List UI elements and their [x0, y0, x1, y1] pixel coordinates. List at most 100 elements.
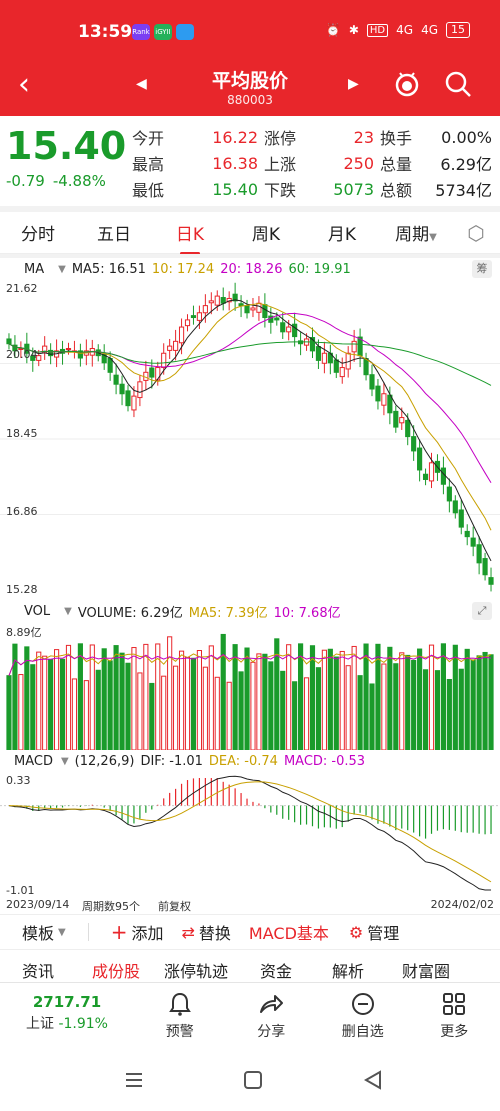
volume-bar [214, 676, 220, 751]
candle-body [369, 374, 375, 390]
start-date: 2023/09/14 [6, 898, 70, 911]
status-app-rank-icon: Rank [132, 24, 150, 40]
vol-dropdown-icon[interactable]: ▼ [64, 605, 72, 617]
volume-bar [59, 658, 66, 751]
candle-body [220, 297, 226, 304]
signal-1-label: 4G [396, 23, 414, 37]
nav-alert-label: 预警 [165, 1024, 194, 1040]
candle-body [101, 353, 107, 364]
volume-bar [71, 678, 78, 751]
tab-daily-k[interactable]: 日K [152, 220, 228, 255]
candle-body [470, 537, 476, 547]
quote-value: 250 [343, 153, 374, 173]
index-pct: -1.91% [58, 1016, 108, 1032]
tab-five-day[interactable]: 五日 [97, 225, 131, 245]
add-label: 添加 [131, 924, 164, 943]
back-icon[interactable]: ‹ [18, 67, 30, 102]
subtab-limit-up-track[interactable]: 涨停轨迹 [164, 962, 229, 981]
tab-monthly-k[interactable]: 月K [327, 225, 357, 245]
swap-icon: ⇄ [181, 922, 195, 942]
candle-body [196, 312, 202, 321]
ma20-value: 20: 18.26 [220, 261, 283, 277]
quote-value: 15.40 [212, 179, 258, 199]
candle-body [452, 500, 458, 514]
expand-icon[interactable]: ⤢ [472, 602, 492, 620]
tab-intraday[interactable]: 分时 [21, 225, 55, 245]
candle-body [232, 293, 238, 302]
candlestick-chart[interactable]: 21.62 20.04 18.45 16.86 15.28 [0, 280, 500, 598]
volume-bar [434, 670, 441, 751]
subtab-news[interactable]: 资讯 [22, 962, 55, 981]
candle-body [256, 302, 262, 313]
info-subtabs: 资讯 成份股 涨停轨迹 资金 解析 财富圈 [0, 958, 500, 982]
header: ‹ ◀ 平均股价 880003 ▶ [0, 60, 500, 116]
ma-dropdown-icon[interactable]: ▼ [58, 263, 66, 275]
candle-body [417, 447, 423, 471]
macd-dropdown-icon[interactable]: ▼ [60, 755, 69, 767]
index-widget[interactable]: 2717.71 上证 -1.91% [0, 983, 134, 1044]
volume-bar [42, 655, 48, 751]
volume-bar [190, 657, 197, 751]
prev-stock-icon[interactable]: ◀ [136, 76, 147, 92]
replace-indicator-button[interactable]: ⇄ 替换 [182, 920, 231, 944]
volume-bar [65, 644, 72, 751]
vol-legend: VOL ▼ VOLUME: 6.29亿 MA5: 7.39亿 10: 7.68亿… [0, 600, 500, 622]
volume-bar [268, 661, 274, 751]
add-indicator-button[interactable]: + 添加 [111, 920, 164, 944]
ma-legend: MA ▼ MA5: 16.51 10: 17.24 20: 18.26 60: … [0, 258, 500, 280]
manage-button[interactable]: ⚙ 管理 [349, 920, 399, 944]
macd-dif-line [8, 775, 492, 891]
back-nav-icon[interactable] [363, 1070, 381, 1090]
vol-ma5-value: MA5: 7.39亿 [188, 605, 268, 621]
subtab-analysis[interactable]: 解析 [332, 962, 365, 981]
volume-bar [428, 644, 435, 751]
search-icon[interactable] [444, 70, 472, 98]
tab-period-label: 周期 [395, 225, 430, 245]
status-right: ⏰ ✱ HD 4G 4G 15 [326, 22, 470, 38]
quote-value: 16.22 [212, 127, 258, 147]
quote-label: 总额 [380, 181, 413, 200]
indicator-toolbar: 模板 ▼ + 添加 ⇄ 替换 MACD基本 ⚙ 管理 [0, 914, 500, 950]
signal-2-label: 4G [421, 23, 438, 37]
quote-label: 涨停 [264, 129, 297, 148]
nav-share[interactable]: 分享 [226, 983, 318, 1044]
volume-chart[interactable]: 8.89亿 [0, 622, 500, 751]
volume-bar [161, 675, 167, 751]
volume-bar [208, 645, 214, 751]
robot-assistant-icon[interactable] [393, 70, 421, 98]
quote-value: 6.29亿 [440, 155, 492, 174]
volume-bar [422, 669, 429, 751]
macd-chart[interactable]: 0.33 -1.01 [0, 772, 500, 897]
ma-indicator-name[interactable]: MA [24, 261, 45, 277]
volume-bar [345, 665, 351, 751]
chip-distribution-button[interactable]: 筹 [472, 260, 492, 278]
price-tick: 15.28 [6, 583, 38, 596]
nav-remove-watchlist[interactable]: 删自选 [317, 983, 409, 1044]
template-button[interactable]: 模板 ▼ [22, 920, 66, 944]
candle-body [262, 304, 268, 319]
subtab-funds[interactable]: 资金 [260, 962, 293, 981]
subtab-wealth-circle[interactable]: 财富圈 [402, 962, 451, 981]
vol-indicator-name[interactable]: VOL [24, 603, 51, 619]
candle-body [399, 417, 405, 424]
quote-value: 5734亿 [435, 181, 492, 200]
candle-body [173, 340, 179, 351]
quote-label: 今开 [132, 129, 165, 148]
volume-bar [309, 645, 316, 751]
next-stock-icon[interactable]: ▶ [348, 76, 359, 92]
chart-settings-icon[interactable]: ⬡ [467, 220, 485, 245]
tab-weekly-k[interactable]: 周K [251, 225, 281, 245]
macd-indicator-name[interactable]: MACD [14, 753, 53, 769]
nav-alert[interactable]: 预警 [134, 983, 226, 1044]
home-icon[interactable] [244, 1071, 262, 1089]
nav-more[interactable]: 更多 [409, 983, 500, 1044]
macd-basic-button[interactable]: MACD基本 [248, 924, 329, 943]
volume-bar [303, 677, 310, 751]
volume-bar [381, 663, 387, 751]
subtab-constituents[interactable]: 成份股 [92, 962, 141, 981]
divider [0, 206, 500, 212]
tab-period[interactable]: 周期▼ [380, 220, 452, 245]
alarm-icon: ⏰ [325, 23, 341, 37]
recents-icon[interactable] [126, 1073, 142, 1087]
candle-body [428, 462, 435, 482]
